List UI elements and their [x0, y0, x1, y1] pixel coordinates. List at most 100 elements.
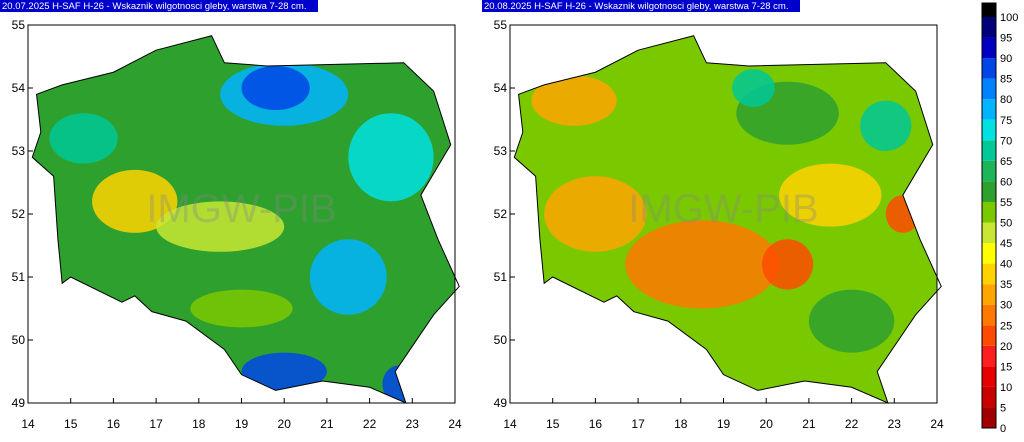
- x-tick-label: 20: [278, 417, 292, 431]
- x-tick-label: 20: [760, 417, 774, 431]
- x-tick-label: 22: [363, 417, 377, 431]
- x-tick-label: 19: [235, 417, 249, 431]
- map-title: 20.08.2025 H-SAF H-26 - Wskaznik wilgotn…: [484, 1, 788, 12]
- colorbar-label: 65: [1000, 156, 1012, 168]
- y-tick-label: 52: [12, 207, 26, 221]
- colorbar-label: 85: [1000, 74, 1012, 86]
- y-tick-label: 54: [12, 81, 26, 95]
- moisture-zone: [531, 75, 617, 126]
- moisture-zone: [860, 100, 912, 151]
- border: [31, 35, 460, 404]
- x-tick-label: 15: [546, 417, 560, 431]
- y-tick-label: 51: [494, 270, 508, 284]
- moisture-zone: [241, 352, 327, 391]
- y-tick-label: 53: [12, 144, 26, 158]
- x-tick-label: 18: [674, 417, 688, 431]
- colorbar-label: 80: [1000, 94, 1012, 106]
- x-tick-label: 23: [406, 417, 420, 431]
- moisture-zone: [779, 163, 882, 227]
- x-tick-label: 24: [930, 417, 944, 431]
- y-tick-label: 49: [12, 396, 26, 410]
- colorbar-label: 45: [1000, 238, 1012, 250]
- colorbar-label: 20: [1000, 341, 1012, 353]
- colorbar-label: 35: [1000, 279, 1012, 291]
- colorbar-cell: [982, 304, 996, 326]
- x-tick-label: 17: [631, 417, 645, 431]
- x-tick-label: 19: [717, 417, 731, 431]
- colorbar-cell: [982, 222, 996, 244]
- colorbar-cell: [982, 386, 996, 408]
- colorbar-cell: [982, 181, 996, 202]
- moisture-zone: [190, 289, 293, 328]
- x-tick-label: 14: [503, 417, 517, 431]
- colorbar-label: 95: [1000, 33, 1012, 45]
- colorbar-label: 70: [1000, 135, 1012, 147]
- colorbar-label: 50: [1000, 218, 1012, 230]
- x-tick-label: 16: [589, 417, 603, 431]
- colorbar-cell: [982, 58, 996, 79]
- y-tick-label: 53: [494, 144, 508, 158]
- moisture-zone: [241, 65, 310, 111]
- map-title: 20.07.2025 H-SAF H-26 - Wskaznik wilgotn…: [2, 1, 306, 12]
- colorbar-label: 15: [1000, 361, 1012, 373]
- colorbar-cell: [982, 119, 996, 141]
- moisture-zone: [732, 69, 775, 107]
- watermark: IMGW-PIB: [146, 187, 336, 231]
- moisture-zone: [156, 201, 285, 252]
- colorbar-cell: [982, 284, 996, 305]
- colorbar-cell: [982, 201, 996, 223]
- y-tick-label: 55: [12, 18, 26, 32]
- colorbar-label: 30: [1000, 300, 1012, 312]
- colorbar-cell: [982, 345, 996, 367]
- moisture-zone: [761, 239, 814, 290]
- colorbar-label: 90: [1000, 53, 1012, 65]
- y-tick-label: 52: [494, 207, 508, 221]
- y-tick-label: 55: [494, 18, 508, 32]
- title-bg: [0, 0, 318, 12]
- x-tick-label: 23: [888, 417, 902, 431]
- y-tick-label: 49: [494, 396, 508, 410]
- colorbar-cell: [982, 243, 996, 264]
- x-tick-label: 18: [192, 417, 206, 431]
- moisture-zone: [49, 113, 118, 164]
- border: [513, 35, 942, 404]
- x-tick-label: 15: [64, 417, 78, 431]
- x-tick-label: 16: [107, 417, 121, 431]
- colorbar-label: 60: [1000, 176, 1012, 188]
- moisture-zone: [309, 239, 387, 315]
- colorbar-cell: [982, 366, 996, 387]
- colorbar-top: [982, 3, 996, 17]
- colorbar-label: 40: [1000, 259, 1012, 271]
- colorbar-label: 5: [1000, 402, 1006, 414]
- colorbar-label: 100: [1000, 12, 1018, 24]
- y-tick-label: 50: [12, 333, 26, 347]
- title-bg: [482, 0, 800, 12]
- moisture-zone: [625, 220, 780, 309]
- x-tick-label: 21: [320, 417, 334, 431]
- moisture-zone: [348, 113, 434, 202]
- colorbar-cell: [982, 140, 996, 161]
- colorbar-label: 0: [1000, 423, 1006, 435]
- colorbar-label: 55: [1000, 197, 1012, 209]
- y-tick-label: 51: [12, 270, 26, 284]
- y-tick-label: 50: [494, 333, 508, 347]
- x-tick-label: 14: [21, 417, 35, 431]
- x-tick-label: 24: [448, 417, 462, 431]
- colorbar-cell: [982, 160, 996, 182]
- colorbar-cell: [982, 37, 996, 59]
- x-tick-label: 17: [149, 417, 163, 431]
- colorbar-label: 25: [1000, 320, 1012, 332]
- y-tick-label: 54: [494, 81, 508, 95]
- colorbar-label: 75: [1000, 115, 1012, 127]
- x-tick-label: 22: [845, 417, 859, 431]
- map-fill: [514, 35, 937, 403]
- colorbar-cell: [982, 325, 996, 346]
- colorbar-cell: [982, 263, 996, 285]
- colorbar-label: 10: [1000, 382, 1012, 394]
- moisture-zone: [808, 289, 895, 353]
- colorbar-cell: [982, 99, 996, 120]
- watermark: IMGW-PIB: [628, 187, 818, 231]
- colorbar-cell: [982, 17, 996, 38]
- moisture-zone: [544, 176, 647, 252]
